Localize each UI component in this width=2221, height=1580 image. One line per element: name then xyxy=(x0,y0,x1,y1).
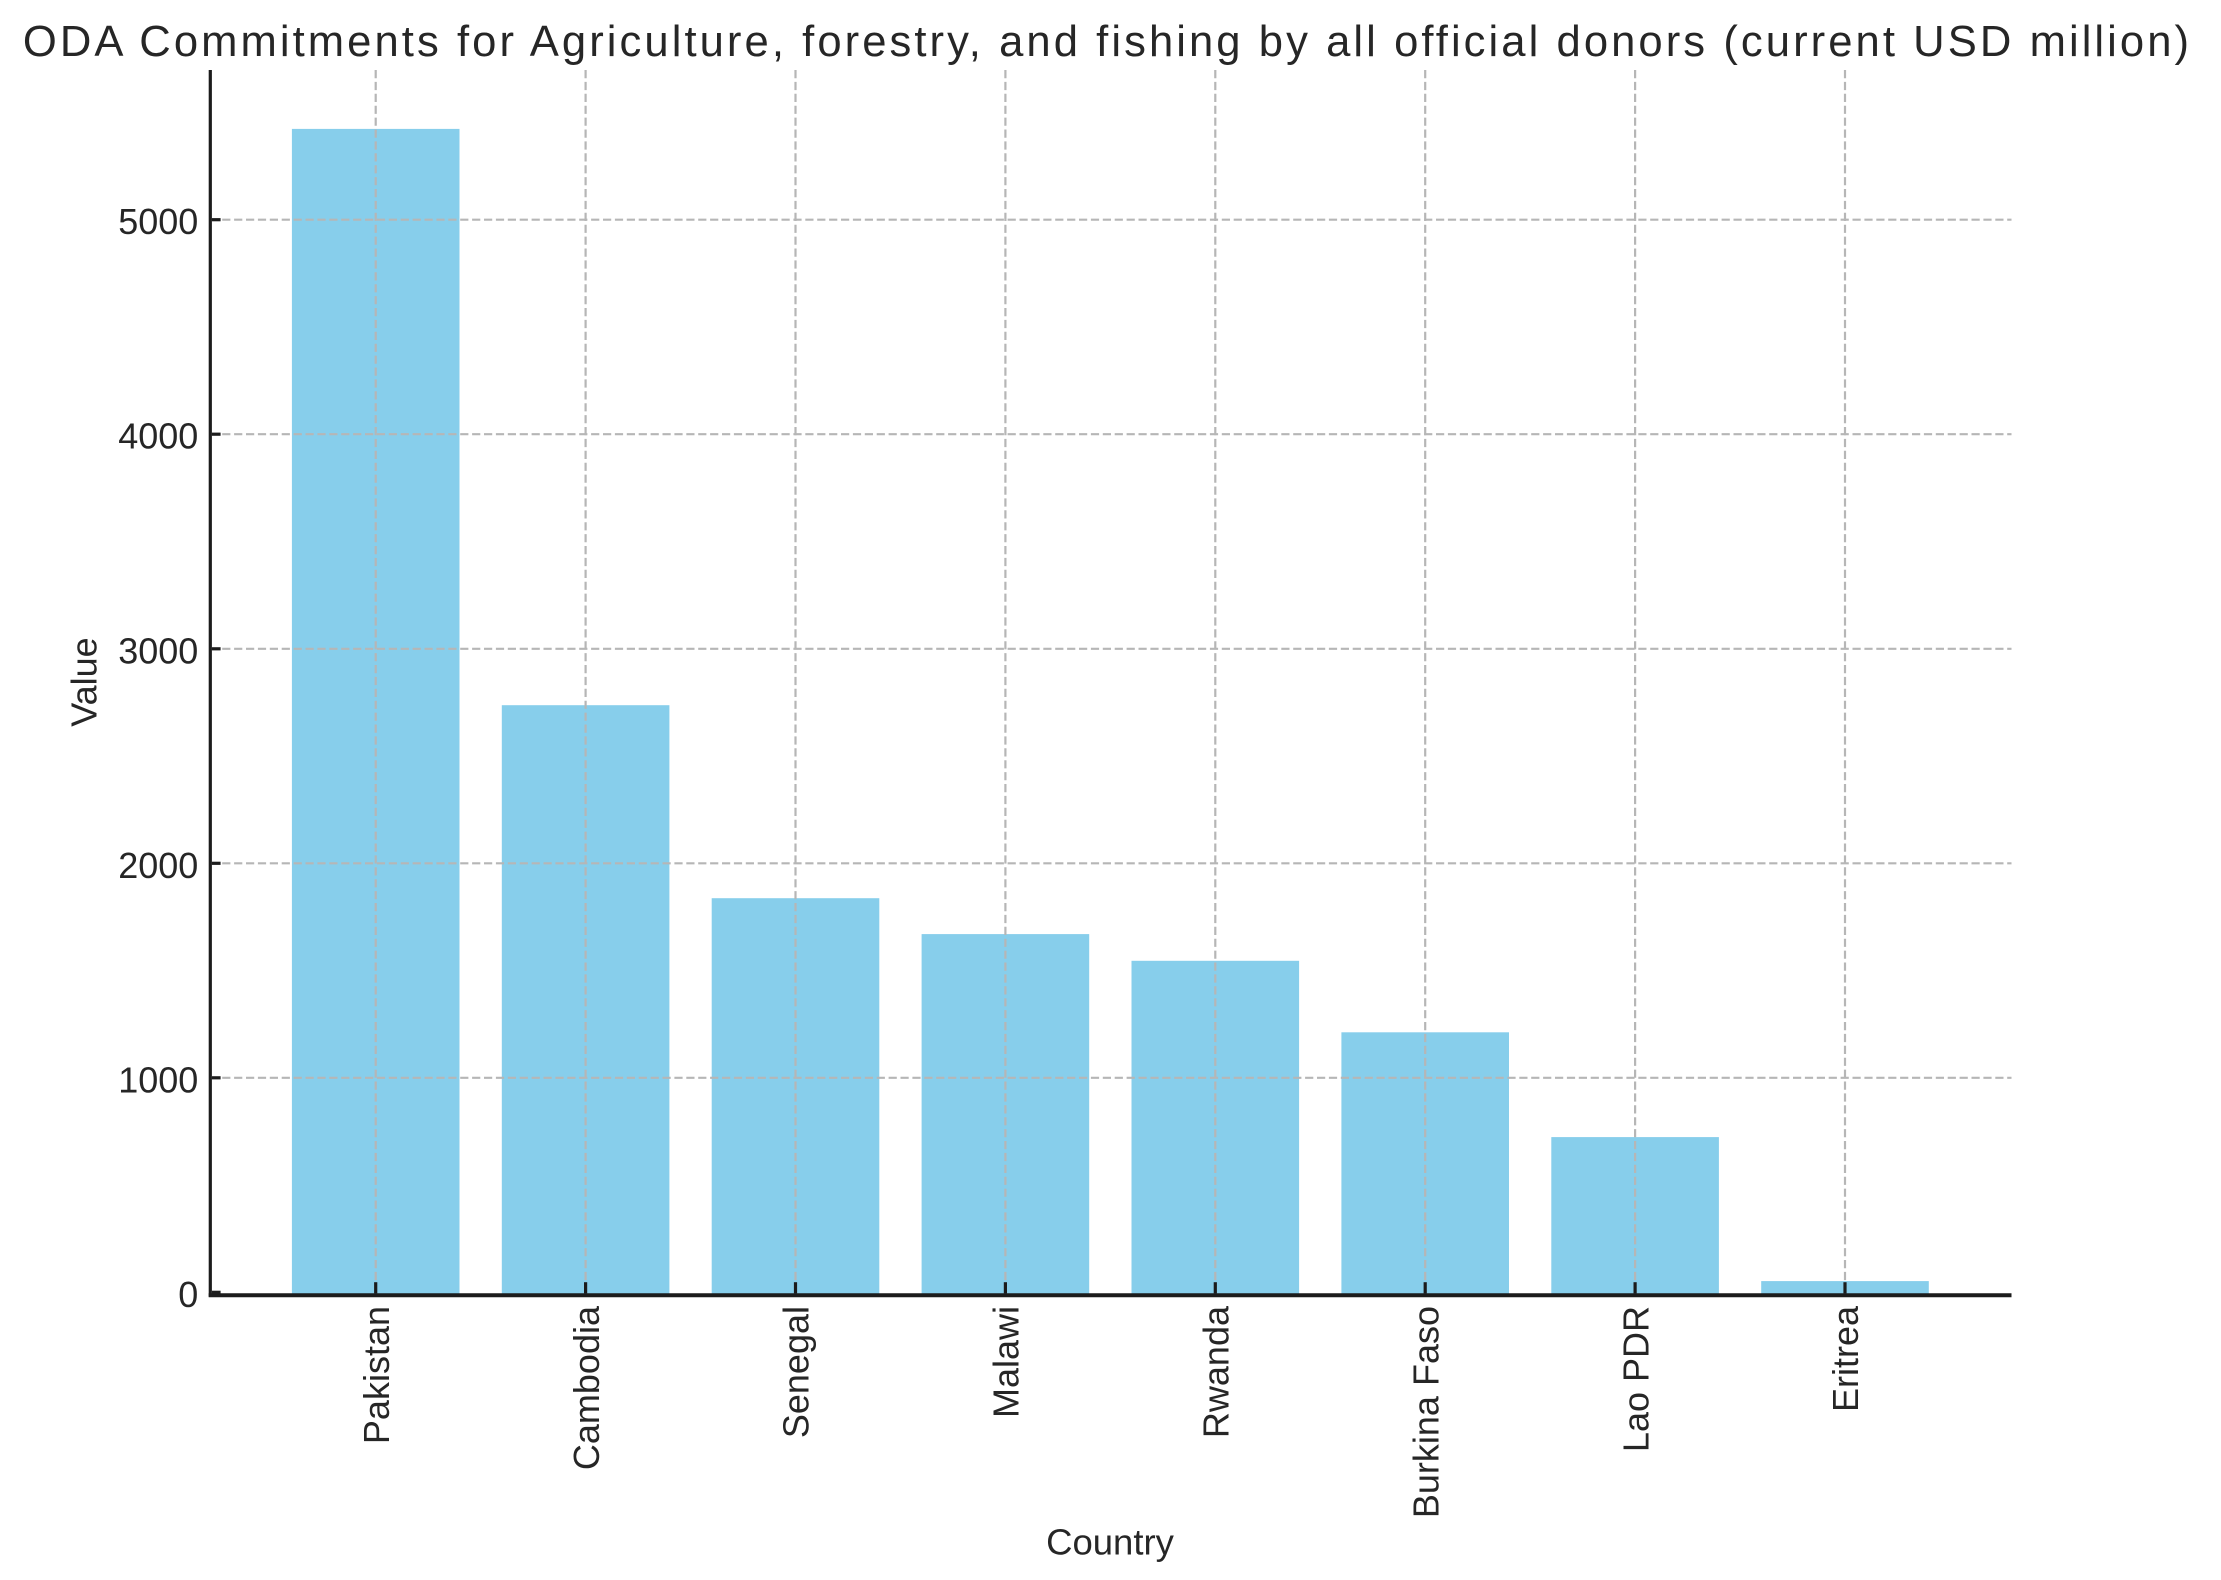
svg-text:Cambodia: Cambodia xyxy=(566,1305,607,1470)
svg-text:Rwanda: Rwanda xyxy=(1196,1305,1237,1438)
svg-text:4000: 4000 xyxy=(118,416,198,457)
svg-text:ODA Commitments for Agricultur: ODA Commitments for Agriculture, forestr… xyxy=(23,18,2192,66)
svg-text:0: 0 xyxy=(178,1274,198,1315)
svg-text:Country: Country xyxy=(1046,1522,1175,1563)
svg-text:5000: 5000 xyxy=(118,201,198,242)
svg-text:Malawi: Malawi xyxy=(986,1306,1027,1418)
svg-text:2000: 2000 xyxy=(118,845,198,886)
svg-text:3000: 3000 xyxy=(118,630,198,671)
svg-text:Lao PDR: Lao PDR xyxy=(1615,1306,1656,1452)
svg-text:Burkina Faso: Burkina Faso xyxy=(1405,1306,1446,1518)
svg-text:Pakistan: Pakistan xyxy=(356,1306,397,1444)
svg-text:1000: 1000 xyxy=(118,1059,198,1100)
svg-text:Senegal: Senegal xyxy=(776,1306,817,1438)
svg-text:Value: Value xyxy=(63,637,104,726)
svg-text:Eritrea: Eritrea xyxy=(1825,1305,1866,1412)
